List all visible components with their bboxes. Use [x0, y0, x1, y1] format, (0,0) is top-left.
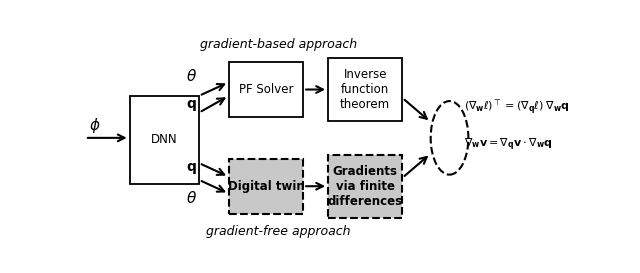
Text: $\theta$: $\theta$: [186, 190, 197, 206]
Text: Inverse
function
theorem: Inverse function theorem: [340, 68, 390, 111]
Text: $\theta$: $\theta$: [186, 68, 197, 84]
FancyBboxPatch shape: [229, 62, 303, 117]
Text: $(\nabla_{\mathbf{w}}\ell)^\top = (\nabla_{\mathbf{q}}\ell)\; \nabla_{\mathbf{w}: $(\nabla_{\mathbf{w}}\ell)^\top = (\nabl…: [465, 98, 570, 117]
FancyBboxPatch shape: [129, 96, 199, 184]
Text: $\mathbf{q}$: $\mathbf{q}$: [186, 98, 197, 113]
Text: $\nabla_{\mathbf{w}}\mathbf{v} = \nabla_{\mathbf{q}}\mathbf{v} \cdot \nabla_{\ma: $\nabla_{\mathbf{w}}\mathbf{v} = \nabla_…: [465, 137, 553, 153]
Text: DNN: DNN: [151, 133, 178, 147]
Text: Digital twin: Digital twin: [228, 180, 305, 193]
Text: $\phi$: $\phi$: [89, 116, 100, 135]
FancyBboxPatch shape: [328, 155, 403, 218]
Text: $\mathbf{q}$: $\mathbf{q}$: [186, 161, 197, 176]
Ellipse shape: [431, 101, 468, 175]
FancyBboxPatch shape: [328, 58, 403, 121]
Text: PF Solver: PF Solver: [239, 83, 293, 96]
Text: Gradients
via finite
differences: Gradients via finite differences: [328, 165, 403, 208]
Text: gradient-free approach: gradient-free approach: [206, 225, 351, 238]
FancyBboxPatch shape: [229, 159, 303, 213]
Text: gradient-based approach: gradient-based approach: [200, 38, 357, 51]
